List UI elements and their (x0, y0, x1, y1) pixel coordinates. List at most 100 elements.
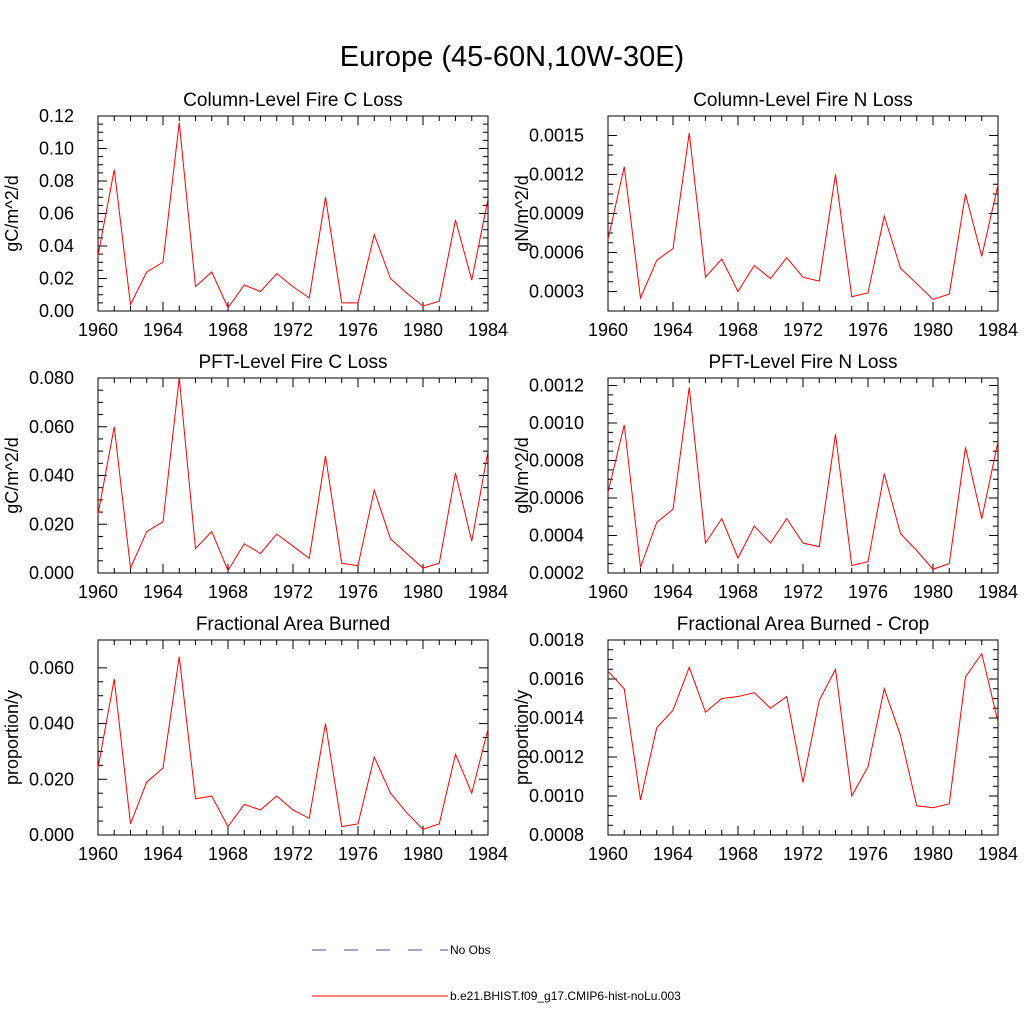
plot-frame (97, 639, 489, 836)
y-tick-label: 0.06 (39, 204, 74, 224)
x-tick-label: 1980 (403, 320, 443, 340)
y-tick-label: 0.000 (29, 825, 74, 845)
x-tick-label: 1984 (978, 844, 1018, 864)
chart-panel-2: PFT-Level Fire C Loss gC/m^2/d 1960 1964 196… (2, 352, 508, 602)
y-tick-label: 0.0004 (529, 526, 584, 546)
x-tick-label: 1960 (588, 844, 628, 864)
y-tick-label: 0.0003 (529, 282, 584, 302)
x-tick-label: 1976 (848, 320, 888, 340)
y-tick-label: 0.0012 (529, 376, 584, 396)
x-tick-label: 1968 (718, 320, 758, 340)
x-tick-label: 1976 (848, 844, 888, 864)
y-tick-label: 0.000 (29, 563, 74, 583)
y-tick-label: 0.12 (39, 106, 74, 126)
legend-label-no-obs: No Obs (450, 943, 491, 957)
y-tick-label: 0.02 (39, 269, 74, 289)
series-line-0 (97, 122, 489, 309)
y-tick-label: 0.0008 (529, 451, 584, 471)
x-tick-label: 1980 (403, 844, 443, 864)
series-line-0 (607, 387, 999, 570)
chart-panel-5: Fractional Area Burned - Crop proportion/… (512, 614, 1018, 864)
x-tick-label: 1972 (783, 320, 823, 340)
x-tick-label: 1960 (588, 320, 628, 340)
panel-title: Column-Level Fire C Loss (183, 90, 403, 111)
y-axis-label: proportion/y (512, 690, 532, 785)
x-tick-label: 1980 (913, 582, 953, 602)
series-line-0 (607, 652, 999, 809)
chart-panel-3: PFT-Level Fire N Loss gN/m^2/d 1960 1964 196… (512, 352, 1018, 602)
x-tick-label: 1964 (653, 582, 693, 602)
y-tick-label: 0.020 (29, 769, 74, 789)
y-tick-label: 0.0008 (529, 825, 584, 845)
x-tick-label: 1972 (273, 320, 313, 340)
y-tick-label: 0.08 (39, 171, 74, 191)
y-tick-label: 0.0014 (529, 708, 584, 728)
x-tick-label: 1972 (273, 844, 313, 864)
x-tick-label: 1984 (978, 320, 1018, 340)
series-line-0 (97, 377, 489, 572)
y-tick-label: 0.0002 (529, 563, 584, 583)
y-axis-label: proportion/y (2, 690, 22, 785)
plot-frame (97, 377, 489, 574)
x-tick-label: 1960 (588, 582, 628, 602)
panel-title: PFT-Level Fire N Loss (709, 352, 898, 373)
x-tick-label: 1960 (78, 582, 118, 602)
x-tick-label: 1976 (848, 582, 888, 602)
y-tick-label: 0.00 (39, 301, 74, 321)
x-tick-label: 1972 (273, 582, 313, 602)
legend: No Obs b.e21.BHIST.f09_g17.CMIP6-hist-no… (312, 943, 681, 1003)
x-tick-label: 1968 (208, 844, 248, 864)
y-tick-label: 0.0006 (529, 488, 584, 508)
y-tick-label: 0.080 (29, 368, 74, 388)
y-tick-label: 0.0016 (529, 669, 584, 689)
x-tick-label: 1984 (468, 582, 508, 602)
panel-title: Fractional Area Burned (196, 614, 390, 635)
chart-panel-0: Column-Level Fire C Loss gC/m^2/d 1960 1964… (2, 90, 508, 340)
x-tick-label: 1972 (783, 582, 823, 602)
legend-label-series: b.e21.BHIST.f09_g17.CMIP6-hist-noLu.003 (450, 989, 681, 1003)
x-tick-label: 1976 (338, 320, 378, 340)
series-line-0 (97, 656, 489, 831)
x-tick-label: 1980 (403, 582, 443, 602)
y-tick-label: 0.04 (39, 236, 74, 256)
x-tick-label: 1964 (143, 320, 183, 340)
x-tick-label: 1964 (143, 844, 183, 864)
x-tick-label: 1964 (653, 844, 693, 864)
x-tick-label: 1960 (78, 320, 118, 340)
x-tick-label: 1964 (653, 320, 693, 340)
figure-title: Europe (45-60N,10W-30E) (340, 41, 684, 73)
plot-frame (607, 377, 999, 574)
x-tick-label: 1964 (143, 582, 183, 602)
y-axis-label: gN/m^2/d (512, 175, 532, 251)
x-tick-label: 1976 (338, 844, 378, 864)
y-tick-label: 0.0018 (529, 630, 584, 650)
x-tick-label: 1980 (913, 844, 953, 864)
y-tick-label: 0.10 (39, 139, 74, 159)
y-tick-label: 0.0010 (529, 413, 584, 433)
x-tick-label: 1980 (913, 320, 953, 340)
x-tick-label: 1984 (468, 844, 508, 864)
y-tick-label: 0.0015 (529, 126, 584, 146)
panel-title: PFT-Level Fire C Loss (199, 352, 388, 373)
y-tick-label: 0.020 (29, 514, 74, 534)
y-tick-label: 0.040 (29, 714, 74, 734)
series-line-0 (607, 132, 999, 300)
x-tick-label: 1960 (78, 844, 118, 864)
y-tick-label: 0.0010 (529, 786, 584, 806)
x-tick-label: 1976 (338, 582, 378, 602)
y-tick-label: 0.0006 (529, 243, 584, 263)
x-tick-label: 1968 (208, 320, 248, 340)
x-tick-label: 1968 (208, 582, 248, 602)
panel-title: Fractional Area Burned - Crop (677, 614, 929, 635)
y-tick-label: 0.0012 (529, 747, 584, 767)
y-axis-label: gC/m^2/d (2, 437, 22, 513)
panel-title: Column-Level Fire N Loss (693, 90, 913, 111)
y-axis-label: gN/m^2/d (512, 437, 532, 513)
y-axis-label: gC/m^2/d (2, 175, 22, 251)
x-tick-label: 1972 (783, 844, 823, 864)
y-tick-label: 0.060 (29, 417, 74, 437)
y-tick-label: 0.0012 (529, 165, 584, 185)
plot-frame (607, 115, 999, 312)
